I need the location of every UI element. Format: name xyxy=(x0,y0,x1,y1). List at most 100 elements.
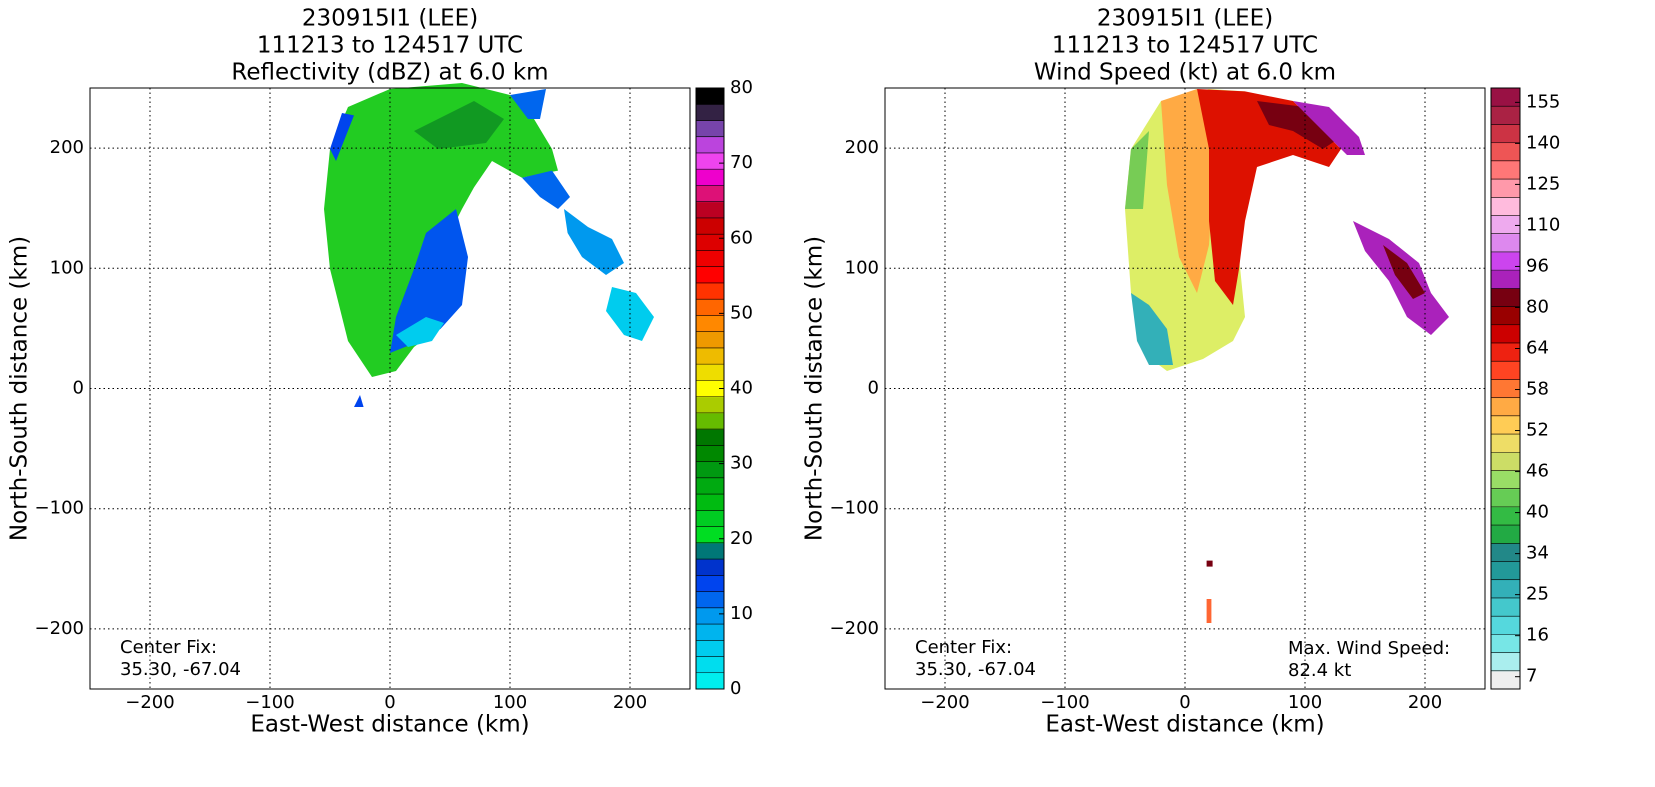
x-tick-label: −100 xyxy=(1040,692,1089,713)
max-wind-annotation: 82.4 kt xyxy=(1288,660,1351,681)
colorbar-band xyxy=(1491,342,1520,362)
colorbar-band xyxy=(696,217,724,235)
colorbar-tick-label: 60 xyxy=(730,227,753,248)
x-tick-label: −200 xyxy=(920,692,969,713)
x-axis-label: East-West distance (km) xyxy=(1045,712,1324,738)
colorbar-tick-label: 58 xyxy=(1526,379,1549,400)
colorbar-band xyxy=(1491,197,1520,216)
colorbar-tick-label: 140 xyxy=(1526,132,1560,153)
x-tick-label: 100 xyxy=(1288,692,1322,713)
colorbar-band xyxy=(696,88,724,105)
chart-title: 230915I1 (LEE) xyxy=(1097,6,1273,32)
colorbar-tick-label: 125 xyxy=(1526,173,1560,194)
center-fix-annotation: Center Fix: xyxy=(915,637,1012,658)
colorbar-band xyxy=(696,461,724,479)
plot-frame xyxy=(89,87,691,690)
colorbar-band xyxy=(696,266,724,284)
max-wind-annotation: Max. Wind Speed: xyxy=(1288,638,1450,659)
colorbar-band xyxy=(696,104,724,121)
colorbar-band xyxy=(696,169,724,186)
y-tick-label: −100 xyxy=(830,498,879,519)
chart-title: Reflectivity (dBZ) at 6.0 km xyxy=(231,60,548,86)
colorbar-tick-label: 40 xyxy=(1526,502,1549,523)
colorbar-band xyxy=(696,591,724,609)
colorbar-tick-label: 52 xyxy=(1526,420,1549,441)
y-tick-label: −200 xyxy=(35,618,84,639)
y-tick-label: −100 xyxy=(35,498,84,519)
colorbar-band xyxy=(1491,525,1520,544)
colorbar-tick-label: 50 xyxy=(730,302,753,323)
colorbar-tick-label: 7 xyxy=(1526,666,1537,687)
x-tick-label: 200 xyxy=(1408,692,1442,713)
plot-frame xyxy=(884,87,1486,690)
colorbar-band xyxy=(696,672,724,690)
x-tick-label: 100 xyxy=(493,692,527,713)
colorbar-tick-label: 70 xyxy=(730,152,753,173)
colorbar-tick-label: 155 xyxy=(1526,91,1560,112)
colorbar-band xyxy=(1491,288,1520,308)
colorbar-band xyxy=(1491,543,1520,563)
y-tick-label: 200 xyxy=(845,137,879,158)
colorbar-tick-label: 80 xyxy=(1526,296,1549,317)
colorbar-band xyxy=(696,445,724,463)
colorbar-band xyxy=(696,152,724,170)
colorbar-band xyxy=(696,250,724,268)
colorbar-band xyxy=(696,477,724,495)
colorbar-band xyxy=(696,364,724,381)
x-tick-label: 0 xyxy=(384,692,395,713)
y-tick-label: 100 xyxy=(50,257,84,278)
colorbar-band xyxy=(696,380,724,398)
colorbar-tick-label: 34 xyxy=(1526,543,1549,564)
colorbar-band xyxy=(696,185,724,203)
reflectivity-field xyxy=(324,82,654,407)
colorbar-band xyxy=(696,624,724,641)
colorbar-band xyxy=(1491,579,1520,599)
colorbar-band xyxy=(1491,634,1520,654)
colorbar-band xyxy=(1491,397,1520,417)
colorbar-band xyxy=(1491,270,1520,289)
x-tick-label: −100 xyxy=(245,692,294,713)
colorbar-band xyxy=(696,656,724,674)
colorbar-band xyxy=(1491,488,1520,508)
x-tick-label: 0 xyxy=(1179,692,1190,713)
colorbar-tick-label: 16 xyxy=(1526,625,1549,646)
x-axis-label: East-West distance (km) xyxy=(250,712,529,738)
y-axis-label: North-South distance (km) xyxy=(7,236,33,541)
x-tick-label: 200 xyxy=(613,692,647,713)
colorbar-band xyxy=(696,396,724,414)
colorbar-band xyxy=(696,201,724,219)
chart-title: 111213 to 124517 UTC xyxy=(1052,33,1318,59)
colorbar-band xyxy=(696,510,724,528)
colorbar-band xyxy=(696,282,724,300)
colorbar-band xyxy=(1491,251,1520,271)
colorbar-band xyxy=(1491,233,1520,253)
colorbar-band xyxy=(1491,670,1520,690)
colorbar-tick-label: 25 xyxy=(1526,584,1549,605)
colorbar-band xyxy=(696,607,724,625)
y-tick-label: −200 xyxy=(830,618,879,639)
colorbar-band xyxy=(1491,597,1520,617)
center-fix-annotation: Center Fix: xyxy=(120,637,217,658)
colorbar-band xyxy=(1491,361,1520,380)
colorbar-band xyxy=(1491,124,1520,144)
colorbar-band xyxy=(1491,415,1520,435)
colorbar-band xyxy=(1491,179,1520,198)
colorbar-band xyxy=(696,234,724,251)
colorbar-tick-label: 80 xyxy=(730,77,753,98)
colorbar-band xyxy=(1491,160,1520,180)
colorbar-band xyxy=(1491,142,1520,162)
colorbar-band xyxy=(696,412,724,430)
colorbar-band xyxy=(1491,652,1520,672)
colorbar-tick-label: 40 xyxy=(730,378,753,399)
center-fix-annotation: 35.30, -67.04 xyxy=(120,659,241,680)
colorbar-band xyxy=(1491,324,1520,344)
colorbar-band xyxy=(696,575,724,593)
chart-title: 111213 to 124517 UTC xyxy=(257,33,523,59)
colorbar-band xyxy=(696,315,724,333)
colorbar-band xyxy=(1491,215,1520,235)
colorbar-band xyxy=(1491,616,1520,635)
colorbar-band xyxy=(696,526,724,544)
colorbar-band xyxy=(1491,379,1520,399)
x-tick-label: −200 xyxy=(125,692,174,713)
